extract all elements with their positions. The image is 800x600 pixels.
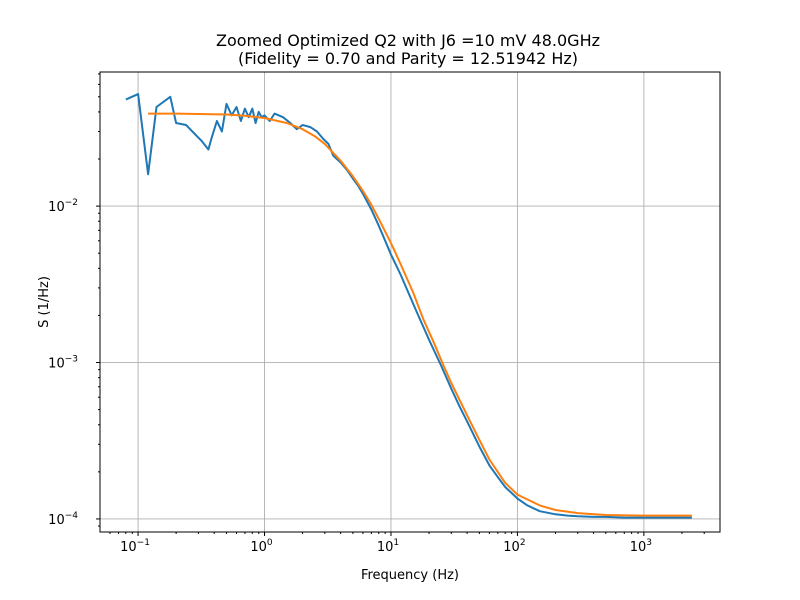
x-tick-label: 100: [250, 538, 273, 555]
x-tick-label: 101: [377, 538, 399, 555]
x-tick-label: 10−1: [120, 538, 150, 555]
y-axis-label: S (1/Hz): [37, 276, 52, 328]
x-tick-label: 102: [503, 538, 525, 555]
series-line-measured: [125, 93, 692, 519]
y-tick-label: 10−3: [48, 355, 78, 372]
y-tick-label: 10−2: [48, 198, 78, 215]
plot-frame: [99, 71, 721, 533]
y-tick-label: 10−4: [48, 511, 78, 528]
x-tick-label: 103: [630, 538, 652, 555]
series-line-fit: [148, 112, 692, 517]
grid-lines: [100, 72, 720, 532]
tick-labels: 10−1 100 101 102 103 10−4 10−3 10−2: [48, 198, 652, 555]
tick-marks: [96, 73, 705, 536]
chart-title-line-2: (Fidelity = 0.70 and Parity = 12.51942 H…: [238, 49, 578, 68]
series-layer: [125, 93, 692, 519]
chart-title-line-1: Zoomed Optimized Q2 with J6 =10 mV 48.0G…: [216, 31, 600, 50]
x-axis-label: Frequency (Hz): [361, 568, 459, 583]
